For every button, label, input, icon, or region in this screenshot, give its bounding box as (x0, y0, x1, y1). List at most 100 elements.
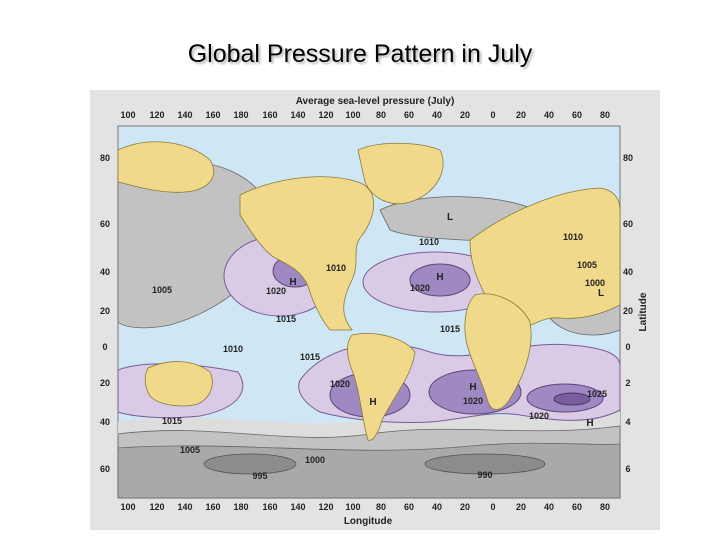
longitude-axis-bottom: 100 120 140 160 180 160 140 120 100 80 6… (120, 502, 610, 512)
lat-tick-left: 60 (100, 219, 110, 229)
isobar-label: 1020 (410, 283, 430, 293)
lon-tick-top: 0 (490, 110, 495, 120)
land-north-america (239, 176, 375, 331)
lon-tick-bottom: 140 (177, 502, 192, 512)
y-axis-label: Latitude (638, 292, 649, 331)
pressure-center-labels: H H L L H H H (289, 212, 604, 429)
land-australia (144, 361, 213, 407)
lon-tick-bottom: 160 (205, 502, 220, 512)
lon-tick-top: 120 (149, 110, 164, 120)
high-label: H (369, 397, 376, 408)
isobar-label: 1005 (152, 285, 172, 295)
isobar-label: 1010 (419, 237, 439, 247)
low-core-990 (424, 453, 546, 475)
lon-tick-top: 20 (516, 110, 526, 120)
isobar-label: 1015 (300, 352, 320, 362)
isobar-labels: 1005 1020 1015 1010 1010 1010 1005 1000 … (152, 232, 607, 481)
lon-tick-bottom: 80 (376, 502, 386, 512)
isobar-label: 1020 (330, 379, 350, 389)
lon-tick-top: 140 (290, 110, 305, 120)
lon-tick-top: 160 (205, 110, 220, 120)
lon-tick-bottom: 60 (404, 502, 414, 512)
high-label: H (586, 418, 593, 429)
lon-tick-bottom: 180 (233, 502, 248, 512)
lat-tick-right: 80 (623, 153, 633, 163)
isobar-label: 1010 (563, 232, 583, 242)
lon-tick-bottom: 60 (572, 502, 582, 512)
lat-tick-left: 80 (100, 153, 110, 163)
high-label: H (289, 277, 296, 288)
isobar-label: 1000 (305, 455, 325, 465)
lat-tick-left: 20 (100, 378, 110, 388)
low-core-995 (203, 453, 297, 475)
lon-tick-bottom: 40 (432, 502, 442, 512)
isobar-label: 1010 (326, 263, 346, 273)
latitude-axis-left: 80 60 40 20 0 20 40 60 (100, 153, 110, 474)
lon-tick-bottom: 140 (290, 502, 305, 512)
lat-tick-left: 40 (100, 417, 110, 427)
lat-tick-right: 40 (623, 267, 633, 277)
low-label: L (598, 288, 604, 299)
high-label: H (436, 272, 443, 283)
lon-tick-top: 40 (544, 110, 554, 120)
longitude-axis-top: 100 120 140 160 180 160 140 120 100 80 6… (120, 110, 610, 120)
lon-tick-top: 160 (262, 110, 277, 120)
isobar-label: 1000 (585, 278, 605, 288)
lat-tick-right: 60 (623, 219, 633, 229)
high-label: H (469, 382, 476, 393)
slide-title: Global Pressure Pattern in July (187, 40, 533, 68)
isobar-label: 1015 (276, 314, 296, 324)
lon-tick-top: 80 (376, 110, 386, 120)
lat-tick-right: 6 (625, 464, 630, 474)
lon-tick-top: 140 (177, 110, 192, 120)
isobar-label: 1025 (587, 389, 607, 399)
lat-tick-left: 20 (100, 306, 110, 316)
isobar-label: 1010 (223, 344, 243, 354)
latitude-axis-right: 80 60 40 20 0 2 4 6 (623, 153, 633, 474)
isobar-label: 1015 (440, 324, 460, 334)
lon-tick-top: 20 (460, 110, 470, 120)
isobar-label: 1020 (463, 396, 483, 406)
lon-tick-top: 60 (572, 110, 582, 120)
land-south-america (347, 333, 416, 441)
land-africa (464, 293, 532, 410)
lon-tick-bottom: 20 (516, 502, 526, 512)
map-area (117, 125, 621, 499)
isobar-label: 1020 (266, 286, 286, 296)
low-label: L (447, 212, 453, 223)
isobar-label: 1005 (180, 445, 200, 455)
map-figure: Average sea-level pressure (July) 100 12… (90, 90, 660, 530)
isobar-label: 1020 (529, 411, 549, 421)
isobar-label: 990 (477, 470, 492, 480)
land-siberia (117, 141, 215, 193)
isobar-label: 1005 (577, 260, 597, 270)
land-greenland (357, 142, 444, 205)
lon-tick-top: 120 (318, 110, 333, 120)
lat-tick-right: 4 (625, 417, 630, 427)
high-atlantic-core (409, 263, 471, 297)
lat-tick-left: 0 (102, 342, 107, 352)
lon-tick-top: 100 (345, 110, 360, 120)
lon-tick-bottom: 100 (345, 502, 360, 512)
lat-tick-right: 0 (625, 342, 630, 352)
map-heading: Average sea-level pressure (July) (296, 96, 455, 107)
lon-tick-top: 180 (233, 110, 248, 120)
lat-tick-right: 2 (625, 378, 630, 388)
x-axis-label: Longitude (344, 516, 393, 527)
lat-tick-right: 20 (623, 306, 633, 316)
lon-tick-bottom: 80 (600, 502, 610, 512)
pressure-map: Average sea-level pressure (July) 100 12… (100, 96, 649, 527)
lon-tick-bottom: 120 (149, 502, 164, 512)
lon-tick-bottom: 40 (544, 502, 554, 512)
lon-tick-top: 40 (432, 110, 442, 120)
isobar-label: 995 (252, 471, 267, 481)
lon-tick-bottom: 0 (490, 502, 495, 512)
lat-tick-left: 60 (100, 464, 110, 474)
lon-tick-bottom: 100 (120, 502, 135, 512)
lon-tick-bottom: 160 (262, 502, 277, 512)
lon-tick-bottom: 120 (318, 502, 333, 512)
lon-tick-top: 80 (600, 110, 610, 120)
lon-tick-bottom: 20 (460, 502, 470, 512)
isobar-label: 1015 (162, 416, 182, 426)
lon-tick-top: 60 (404, 110, 414, 120)
